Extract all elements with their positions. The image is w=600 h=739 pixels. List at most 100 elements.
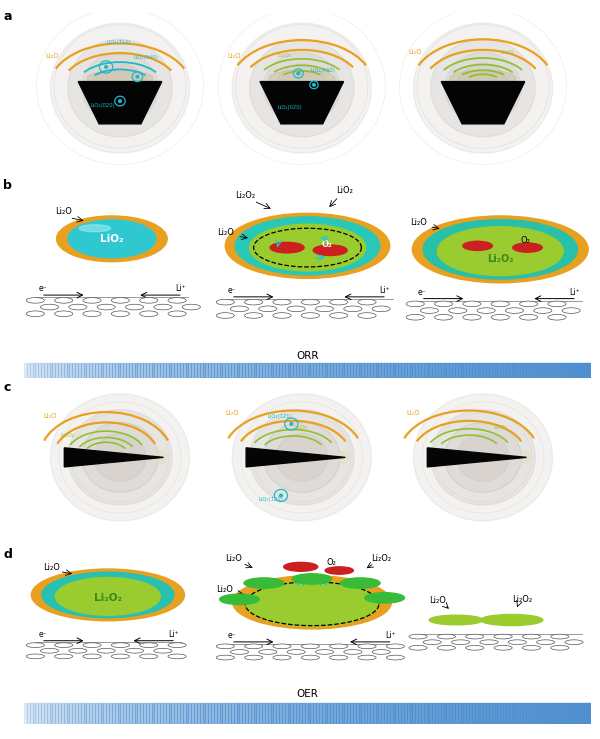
Circle shape: [565, 640, 583, 644]
Bar: [376, 704, 379, 723]
Bar: [154, 363, 157, 378]
Bar: [268, 363, 271, 378]
Bar: [537, 363, 540, 378]
Bar: [424, 704, 427, 723]
Bar: [129, 363, 132, 378]
Circle shape: [168, 298, 186, 303]
Bar: [38, 704, 41, 723]
Bar: [441, 704, 443, 723]
Bar: [163, 704, 166, 723]
Bar: [134, 363, 137, 378]
Bar: [534, 704, 537, 723]
Circle shape: [263, 52, 340, 124]
Text: LiO₂: LiO₂: [100, 234, 124, 244]
Circle shape: [292, 573, 332, 584]
Bar: [461, 363, 463, 378]
Bar: [277, 704, 279, 723]
Bar: [532, 363, 535, 378]
Text: LiO₂(121): LiO₂(121): [267, 414, 292, 418]
Bar: [478, 363, 481, 378]
Circle shape: [534, 307, 552, 313]
Bar: [259, 704, 262, 723]
Circle shape: [513, 243, 542, 252]
Text: O₂: O₂: [520, 236, 530, 245]
Bar: [415, 363, 418, 378]
Bar: [223, 704, 225, 723]
Circle shape: [301, 644, 319, 649]
Text: e⁻: e⁻: [38, 285, 47, 293]
Circle shape: [358, 644, 376, 649]
Bar: [359, 363, 361, 378]
Circle shape: [273, 299, 291, 305]
Bar: [492, 704, 494, 723]
Bar: [512, 704, 514, 723]
Bar: [361, 704, 364, 723]
Bar: [483, 363, 486, 378]
Circle shape: [270, 242, 304, 253]
Ellipse shape: [481, 615, 543, 625]
Bar: [432, 704, 435, 723]
Bar: [154, 704, 157, 723]
Bar: [29, 704, 32, 723]
Polygon shape: [260, 81, 344, 124]
Bar: [407, 363, 410, 378]
Bar: [174, 704, 177, 723]
Bar: [523, 363, 526, 378]
Circle shape: [273, 655, 291, 660]
Circle shape: [551, 634, 569, 639]
Bar: [166, 704, 169, 723]
Bar: [256, 704, 259, 723]
Circle shape: [287, 306, 305, 312]
Bar: [106, 704, 109, 723]
Text: LiO₂(040): LiO₂(040): [134, 55, 158, 60]
Polygon shape: [427, 448, 527, 467]
Bar: [475, 704, 478, 723]
Bar: [586, 704, 588, 723]
Text: Li₂O₂: Li₂O₂: [487, 254, 514, 264]
Bar: [435, 704, 438, 723]
Bar: [180, 363, 183, 378]
Bar: [568, 363, 571, 378]
Circle shape: [83, 311, 101, 316]
Bar: [322, 704, 325, 723]
Circle shape: [94, 434, 146, 481]
Bar: [296, 704, 299, 723]
Bar: [361, 363, 364, 378]
Bar: [208, 363, 211, 378]
Bar: [109, 363, 112, 378]
Bar: [404, 363, 407, 378]
Circle shape: [437, 645, 455, 650]
Circle shape: [520, 314, 538, 320]
Bar: [205, 704, 208, 723]
Text: LiO₂(040): LiO₂(040): [311, 68, 335, 72]
Bar: [410, 363, 412, 378]
Bar: [152, 363, 154, 378]
Bar: [350, 363, 353, 378]
Circle shape: [406, 314, 424, 320]
Bar: [200, 363, 203, 378]
Bar: [177, 363, 180, 378]
Bar: [489, 363, 492, 378]
Bar: [532, 704, 535, 723]
Bar: [61, 363, 64, 378]
Bar: [89, 363, 92, 378]
Text: Li₂O₂: Li₂O₂: [235, 191, 255, 200]
Bar: [188, 704, 191, 723]
Bar: [475, 363, 478, 378]
Ellipse shape: [225, 214, 390, 279]
Bar: [123, 704, 126, 723]
Bar: [563, 363, 565, 378]
Bar: [381, 363, 384, 378]
Circle shape: [445, 423, 521, 492]
Bar: [338, 704, 341, 723]
Bar: [83, 363, 86, 378]
Bar: [98, 363, 101, 378]
Bar: [98, 704, 101, 723]
Circle shape: [140, 654, 158, 658]
Bar: [149, 704, 152, 723]
Bar: [316, 363, 319, 378]
Circle shape: [523, 645, 541, 650]
Circle shape: [94, 64, 146, 112]
Bar: [118, 363, 121, 378]
Bar: [384, 363, 387, 378]
